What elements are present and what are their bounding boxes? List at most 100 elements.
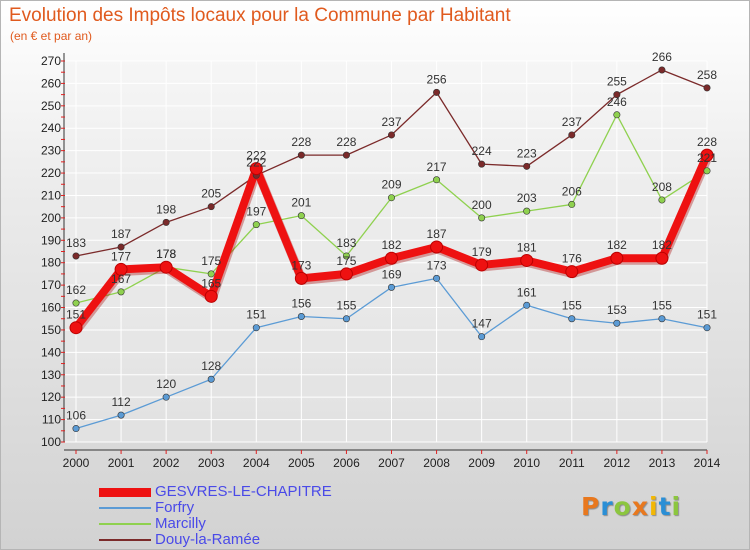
data-label: 155 xyxy=(652,299,672,313)
legend: GESVRES-LE-CHAPITRE Forfry Marcilly Douy-la… xyxy=(99,484,332,548)
y-tick-label: 140 xyxy=(41,345,61,359)
data-point xyxy=(385,251,398,265)
data-label: 167 xyxy=(111,272,131,286)
legend-label: GESVRES-LE-CHAPITRE xyxy=(155,483,332,500)
data-label: 201 xyxy=(291,196,311,210)
data-label: 223 xyxy=(517,146,537,160)
data-label: 187 xyxy=(427,227,447,241)
data-label: 224 xyxy=(472,144,492,158)
x-tick-label: 2004 xyxy=(243,456,270,470)
legend-swatch xyxy=(99,523,151,525)
data-label: 206 xyxy=(562,184,582,198)
data-point xyxy=(204,289,218,303)
data-point xyxy=(342,151,350,159)
data-label: 151 xyxy=(66,308,86,322)
data-label: 178 xyxy=(156,247,176,261)
data-label: 177 xyxy=(111,249,131,263)
data-point xyxy=(162,393,170,401)
data-label: 209 xyxy=(381,178,401,192)
data-point xyxy=(339,267,353,281)
y-tick-label: 180 xyxy=(41,256,61,270)
y-tick-label: 150 xyxy=(41,323,61,337)
data-label: 187 xyxy=(111,227,131,241)
legend-swatch xyxy=(99,487,151,497)
data-label: 175 xyxy=(336,254,356,268)
data-point xyxy=(114,262,128,276)
y-tick-label: 190 xyxy=(41,233,61,247)
data-point xyxy=(523,301,531,309)
y-tick-label: 110 xyxy=(42,413,61,427)
y-tick-label: 260 xyxy=(41,76,61,90)
data-label: 217 xyxy=(427,160,447,174)
data-label: 237 xyxy=(381,115,401,129)
data-label: 228 xyxy=(291,135,311,149)
data-label: 162 xyxy=(66,283,86,297)
data-point xyxy=(117,411,125,419)
data-label: 106 xyxy=(66,409,86,423)
data-label: 151 xyxy=(246,308,266,322)
data-point xyxy=(520,253,534,267)
data-label: 156 xyxy=(291,296,311,310)
data-label: 175 xyxy=(201,254,221,268)
data-label: 222 xyxy=(246,149,266,163)
data-point xyxy=(252,324,260,332)
data-label: 155 xyxy=(336,299,356,313)
data-label: 176 xyxy=(562,252,582,266)
x-tick-label: 2009 xyxy=(468,456,495,470)
data-label: 198 xyxy=(156,202,176,216)
data-point xyxy=(387,131,395,139)
data-point xyxy=(297,312,305,320)
data-label: 183 xyxy=(66,236,86,250)
y-tick-label: 230 xyxy=(41,144,61,158)
data-label: 182 xyxy=(381,238,401,252)
data-point xyxy=(613,91,621,99)
data-label: 120 xyxy=(156,377,176,391)
data-point xyxy=(568,315,576,323)
data-label: 258 xyxy=(697,68,717,82)
data-label: 197 xyxy=(246,205,266,219)
data-label: 266 xyxy=(652,50,672,64)
data-label: 205 xyxy=(201,187,221,201)
chart-subtitle: (en € et par an) xyxy=(10,29,93,43)
data-point xyxy=(568,200,576,208)
y-tick-label: 200 xyxy=(41,211,61,225)
data-label: 178 xyxy=(156,247,176,261)
data-point xyxy=(703,167,711,175)
data-label: 228 xyxy=(697,135,717,149)
data-point xyxy=(478,333,486,341)
data-point xyxy=(207,203,215,211)
x-tick-label: 2012 xyxy=(604,456,631,470)
data-label: 155 xyxy=(562,299,582,313)
data-label: 147 xyxy=(472,317,492,331)
data-label: 221 xyxy=(697,151,717,165)
y-tick-label: 130 xyxy=(41,368,61,382)
data-point xyxy=(297,151,305,159)
data-point xyxy=(433,88,441,96)
data-point xyxy=(475,258,489,272)
data-point xyxy=(342,315,350,323)
chart-title: Evolution des Impôts locaux pour la Comm… xyxy=(9,5,511,26)
data-point xyxy=(655,251,669,265)
data-point xyxy=(658,315,666,323)
data-point xyxy=(342,252,350,260)
y-tick-label: 100 xyxy=(41,435,61,449)
data-label: 222 xyxy=(246,155,266,169)
y-tick-label: 250 xyxy=(41,99,61,113)
data-point xyxy=(613,111,621,119)
data-point xyxy=(568,131,576,139)
legend-item: GESVRES-LE-CHAPITRE xyxy=(99,484,332,500)
data-label: 112 xyxy=(112,395,131,409)
y-tick-label: 170 xyxy=(41,278,61,292)
data-label: 151 xyxy=(697,308,717,322)
data-point xyxy=(294,271,308,285)
data-point xyxy=(658,66,666,74)
data-label: 203 xyxy=(517,191,537,205)
x-tick-label: 2006 xyxy=(333,456,360,470)
y-tick-label: 240 xyxy=(41,121,61,135)
data-label: 179 xyxy=(472,245,492,259)
plot-area xyxy=(64,61,707,442)
data-point xyxy=(159,260,173,274)
legend-label: Forfry xyxy=(155,499,195,516)
data-point xyxy=(297,212,305,220)
